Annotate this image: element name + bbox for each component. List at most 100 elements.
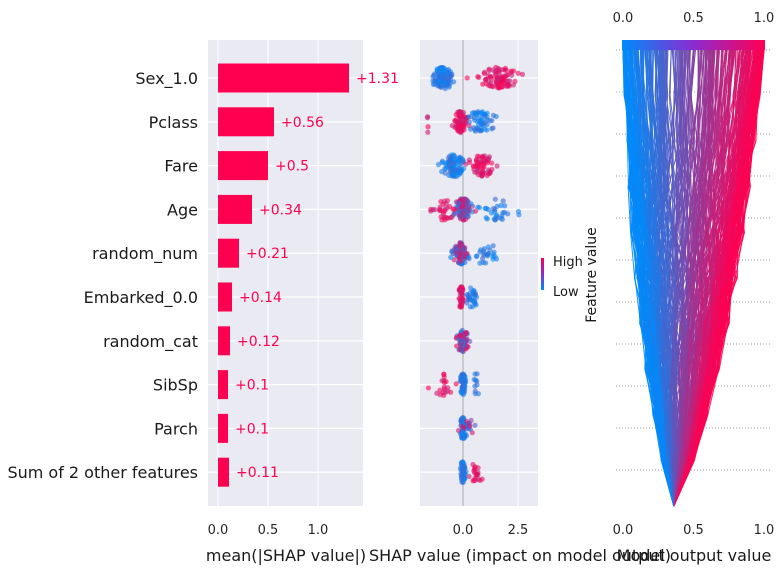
beeswarm-point xyxy=(441,371,447,377)
beeswarm-point xyxy=(498,80,504,86)
legend-high-label: High xyxy=(553,255,583,270)
beeswarm-point xyxy=(455,158,462,164)
beeswarm-point xyxy=(460,479,466,486)
beeswarm-point xyxy=(430,206,436,213)
decision-line xyxy=(672,49,685,507)
decision-line xyxy=(673,49,713,507)
beeswarm-point xyxy=(489,83,495,89)
beeswarm-point xyxy=(488,210,495,216)
beeswarm-point xyxy=(485,253,491,259)
decision-x-tick-label-top: 1.0 xyxy=(754,11,775,26)
beeswarm-point xyxy=(448,389,454,395)
bar-sum-of-2-other-features xyxy=(218,457,229,487)
beeswarm-point xyxy=(485,244,491,250)
beeswarm-point xyxy=(485,206,491,213)
beeswarm-point xyxy=(490,67,496,73)
bar-value-label: +1.31 xyxy=(356,71,399,87)
beeswarm-point xyxy=(459,298,465,304)
beeswarm-point xyxy=(480,248,487,254)
beeswarm-point xyxy=(455,427,462,434)
beeswarm-point xyxy=(474,163,480,169)
beeswarm-point xyxy=(471,117,478,123)
decision-line xyxy=(673,49,728,507)
beeswarm-point xyxy=(509,72,515,78)
beeswarm-point xyxy=(467,295,473,301)
beeswarm-point xyxy=(486,66,492,72)
beeswarm-point xyxy=(486,154,493,160)
beeswarm-point xyxy=(477,477,483,484)
feature-label: random_cat xyxy=(103,332,198,352)
bar-value-label: +0.1 xyxy=(235,421,269,437)
bar-fare xyxy=(218,151,268,181)
decision-line xyxy=(627,49,675,507)
beeswarm-point xyxy=(477,260,483,266)
beeswarm-point xyxy=(445,66,451,73)
beeswarm-point xyxy=(467,304,473,310)
beeswarm-point xyxy=(443,72,449,78)
beeswarm-point xyxy=(463,161,469,167)
decision-line xyxy=(632,49,675,507)
decision-line xyxy=(673,49,693,507)
beeswarm-point xyxy=(479,256,486,262)
feature-label: Sum of 2 other features xyxy=(7,463,198,482)
beeswarm-point xyxy=(459,253,466,259)
beeswarm-point xyxy=(440,201,446,207)
decision-x-ticks: 0.0 0.0 0.5 0.5 1.0 1.0 xyxy=(613,11,775,538)
beeswarm-point xyxy=(457,332,463,338)
legend-title: Feature value xyxy=(584,227,600,323)
bar-parch xyxy=(218,413,228,443)
bar-pclass xyxy=(218,107,274,137)
feature-label: Sex_1.0 xyxy=(135,69,198,89)
beeswarm-point xyxy=(493,79,500,85)
bar-chart: Sex_1.0 Pclass Fare Age random_num Embarked_0… xyxy=(7,40,399,565)
bar-x-axis-label: mean(|SHAP value|) xyxy=(206,546,366,565)
beeswarm-point xyxy=(454,250,460,256)
beeswarm-point xyxy=(435,162,442,168)
bar-value-label: +0.12 xyxy=(237,334,280,350)
beeswarm-point xyxy=(458,127,465,134)
beeswarm-point xyxy=(474,112,480,118)
beeswarm-point xyxy=(472,422,478,428)
beeswarm-point xyxy=(466,473,472,480)
beeswarm-point xyxy=(487,169,493,176)
beeswarm-point xyxy=(471,376,477,382)
decision-colorbar xyxy=(622,40,765,50)
beeswarm-chart: 0.0 2.5 SHAP value (impact on model outpu… xyxy=(369,40,671,565)
bar-value-label: +0.34 xyxy=(259,202,302,218)
beeswarm-point xyxy=(461,424,467,430)
beeswarm-point xyxy=(490,256,496,262)
beeswarm-point xyxy=(475,391,482,397)
beeswarm-point xyxy=(465,420,472,427)
beeswarm-point xyxy=(515,208,522,215)
decision-line xyxy=(665,49,677,507)
beeswarm-point xyxy=(459,371,465,377)
bar-random-num xyxy=(218,238,239,268)
beeswarm-point xyxy=(489,117,495,124)
beeswarm-point xyxy=(483,81,489,87)
bar-x-ticks: 0.0 0.5 1.0 xyxy=(208,523,329,538)
beeswarm-point xyxy=(483,215,489,221)
decision-line xyxy=(673,49,730,507)
beeswarm-point xyxy=(458,258,464,264)
beeswarm-point xyxy=(465,213,471,219)
beeswarm-point xyxy=(439,378,445,384)
decision-line xyxy=(655,49,675,507)
beeswarm-point xyxy=(458,241,464,247)
decision-x-tick-label-top: 0.5 xyxy=(683,11,704,26)
beeswarm-point xyxy=(452,163,459,169)
feature-value-colorbar xyxy=(541,258,544,290)
decision-line xyxy=(673,49,718,507)
beeswarm-point xyxy=(457,287,464,293)
beeswarm-point xyxy=(424,115,431,121)
beeswarm-point xyxy=(479,111,486,117)
decision-line xyxy=(673,49,756,507)
beeswarm-point xyxy=(446,162,453,168)
beeswarm-point xyxy=(500,209,506,216)
decision-line xyxy=(673,49,750,507)
beeswarm-point xyxy=(453,112,459,118)
decision-line xyxy=(673,49,727,507)
beeswarm-point xyxy=(490,125,496,131)
beeswarm-point xyxy=(456,200,462,206)
beeswarm-point xyxy=(469,289,475,295)
beeswarm-point xyxy=(460,157,466,163)
